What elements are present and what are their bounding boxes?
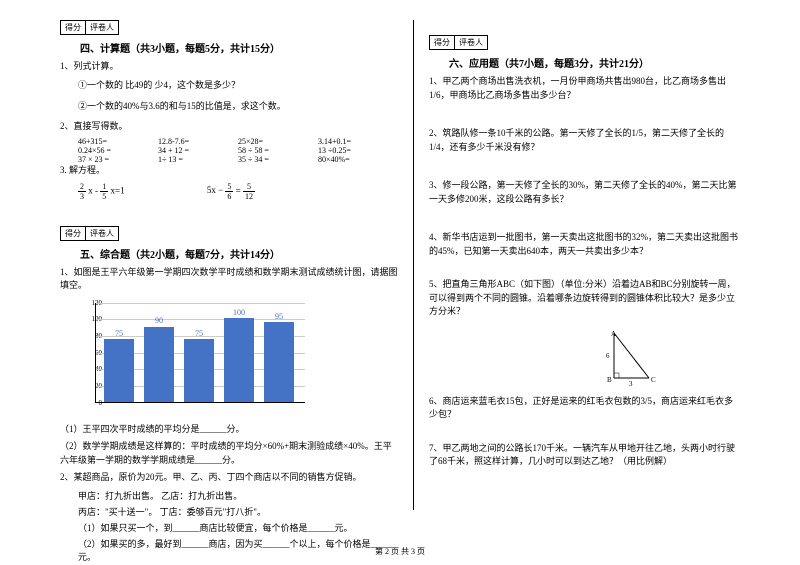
s5-p1-2: （2）数学学期成绩是这样算的：平时成绩的平均分×60%+期末测验成绩×40%。王… bbox=[60, 440, 398, 467]
calc-table: 46+315= 12.8-7.6= 25×28= 3.14+0.1= 0.24×… bbox=[78, 137, 398, 164]
s4-p1: 1、列式计算。 bbox=[60, 60, 398, 74]
calc-cell: 35 ÷ 34 = bbox=[238, 155, 318, 164]
s4-p1a: ①一个数的 比49的 少4，这个数是多少？ bbox=[78, 78, 398, 91]
svg-text:3: 3 bbox=[629, 380, 633, 388]
svg-text:C: C bbox=[651, 376, 656, 384]
calc-cell: 1÷ 13 = bbox=[158, 155, 238, 164]
calc-cell: 34 + 12 = bbox=[158, 146, 238, 155]
calc-cell: 13 ÷0.25= bbox=[318, 146, 398, 155]
reviewer-label: 评卷人 bbox=[86, 227, 118, 240]
bar bbox=[224, 318, 254, 401]
s5-p1-1: （1）王平四次平时成绩的平均分是______分。 bbox=[60, 423, 398, 437]
calc-cell: 3.14+0.1= bbox=[318, 137, 398, 146]
bar bbox=[104, 339, 134, 402]
equations: 23 x - 15 x=1 5x − 56 = 512 bbox=[78, 182, 398, 201]
bar bbox=[264, 322, 294, 401]
bar bbox=[184, 339, 214, 402]
score-label: 得分 bbox=[61, 227, 86, 240]
section6-title: 六、应用题（共7小题，每题3分，共计21分） bbox=[449, 55, 740, 70]
svg-text:6: 6 bbox=[606, 352, 610, 360]
s6-p2: 2、筑路队修一条10千米的公路。第一天修了全长的1/5，第二天修了全长的1/4，… bbox=[429, 127, 740, 154]
score-box: 得分 评卷人 bbox=[60, 226, 119, 241]
triangle-diagram: A B C 6 3 bbox=[599, 328, 659, 388]
svg-text:B: B bbox=[607, 376, 612, 384]
score-label: 得分 bbox=[430, 36, 455, 49]
s6-p6: 6、商店运来蓝毛衣15包，正好是运来的红毛衣包数的3/5，商店运来红毛衣多少包？ bbox=[429, 395, 740, 422]
s6-p7: 7、甲乙两地之间的公路长170千米。一辆汽车从甲地开往乙地，头两小时行驶了68千… bbox=[429, 442, 740, 469]
s6-p5: 5、把直角三角形ABC（如下图）（单位:分米）沿着边AB和BC分别旋转一周，可以… bbox=[429, 278, 740, 319]
calc-cell: 80×40%= bbox=[318, 155, 398, 164]
s6-p3: 3、修一段公路，第一天修了全长的30%，第二天修了全长的40%，第二天比第一天多… bbox=[429, 179, 740, 206]
calc-cell: 58 ÷ 58 = bbox=[238, 146, 318, 155]
section5-title: 五、综合题（共2小题，每题7分，共计14分） bbox=[80, 246, 398, 261]
s6-p4: 4、新华书店运到一批图书，第一天卖出这批图书的32%，第二天卖出这批图书的45%… bbox=[429, 231, 740, 258]
calc-cell: 46+315= bbox=[78, 137, 158, 146]
score-box: 得分 评卷人 bbox=[60, 20, 119, 35]
calc-cell: 0.24×56 = bbox=[78, 146, 158, 155]
s4-p2: 2、直接写得数。 bbox=[60, 120, 398, 134]
s5-p1: 1、如图是王平六年级第一学期四次数学平时成绩和数学期末测试成绩统计图，请据图填空… bbox=[60, 266, 398, 293]
reviewer-label: 评卷人 bbox=[86, 21, 118, 34]
s5-p2-1: （1）如果只买一个，到______商店比较便宜，每个价格是______元。 bbox=[78, 521, 398, 534]
s6-p1: 1、甲乙两个商场出售洗衣机，一月份甲商场共售出980台，比乙商场多售出1/6，甲… bbox=[429, 75, 740, 102]
section4-title: 四、计算题（共3小题，每题5分，共计15分） bbox=[80, 40, 398, 55]
bar-chart: 120 100 80 60 40 20 0 75 90 bbox=[75, 298, 315, 418]
reviewer-label: 评卷人 bbox=[455, 36, 487, 49]
page-footer: 第 2 页 共 3 页 bbox=[0, 546, 800, 557]
s5-p2b: 丙店："买十送一"。 丁店：委够百元"打八折"。 bbox=[78, 505, 398, 518]
s4-p1b: ②一个数的40%与3.6的和与15的比值是，求这个数。 bbox=[78, 99, 398, 112]
score-box: 得分 评卷人 bbox=[429, 35, 488, 50]
s4-p3: 3. 解方程。 bbox=[60, 164, 398, 178]
svg-text:A: A bbox=[611, 330, 616, 338]
s5-p2a: 甲店：打九折出售。 乙店：打九折出售。 bbox=[78, 489, 398, 502]
score-label: 得分 bbox=[61, 21, 86, 34]
calc-cell: 12.8-7.6= bbox=[158, 137, 238, 146]
bar bbox=[144, 327, 174, 402]
s5-p2: 2、某超商品，原价为20元。甲、乙、丙、丁四个商店以不同的销售方促销。 bbox=[60, 471, 398, 485]
calc-cell: 25×28= bbox=[238, 137, 318, 146]
calc-cell: 37 × 23 = bbox=[78, 155, 158, 164]
